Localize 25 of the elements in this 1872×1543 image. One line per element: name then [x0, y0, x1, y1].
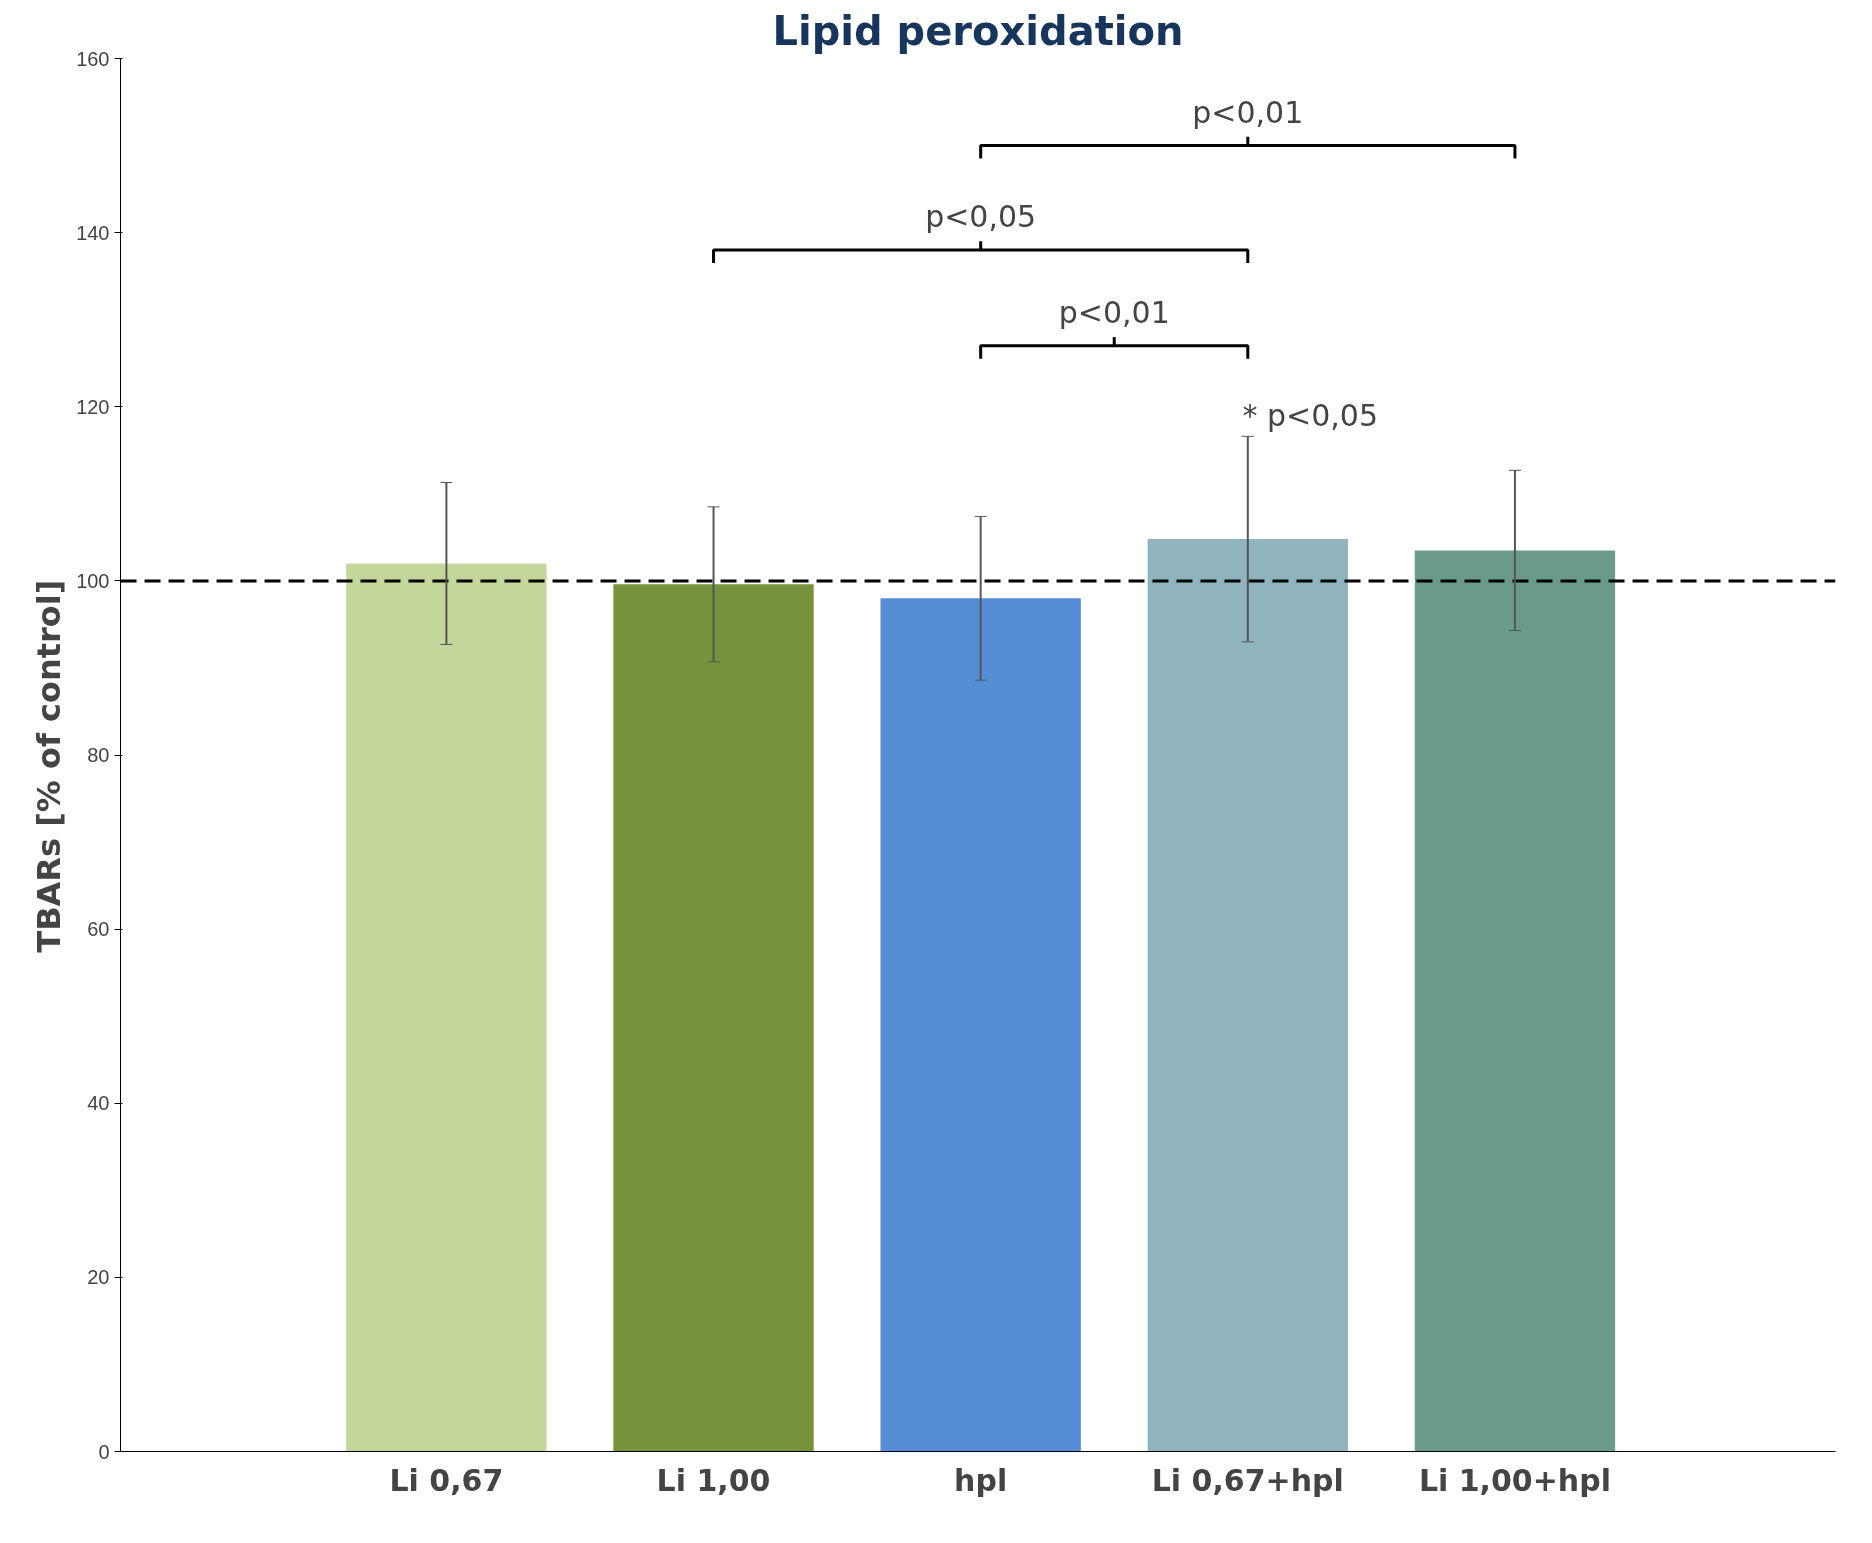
y-tick-label: 20 — [87, 1266, 110, 1289]
y-tick-label: 60 — [87, 918, 110, 941]
bar — [1147, 539, 1348, 1452]
x-tick-label: Li 1,00+hpl — [1418, 1462, 1612, 1498]
x-tick-label: hpl — [954, 1462, 1008, 1498]
y-tick-label: 40 — [87, 1092, 110, 1115]
y-tick-label: 120 — [76, 395, 110, 418]
y-axis-title: TBARs [% of control] — [30, 579, 69, 953]
annotation: p<0,01 — [1058, 295, 1170, 331]
y-tick-label: 0 — [98, 1440, 110, 1463]
x-tick-label: Li 1,00 — [656, 1462, 771, 1498]
annotation: * p<0,05 — [1242, 397, 1378, 433]
annotation: p<0,01 — [1192, 94, 1304, 130]
y-tick-label: 100 — [76, 569, 110, 592]
bar — [613, 584, 814, 1452]
chart-title: Lipid peroxidation — [772, 7, 1184, 54]
bar — [1414, 550, 1616, 1452]
bar — [346, 563, 547, 1452]
y-tick-label: 140 — [76, 221, 110, 244]
annotation: p<0,05 — [925, 199, 1037, 235]
bar — [880, 598, 1081, 1452]
y-tick-label: 160 — [76, 47, 110, 70]
x-tick-label: Li 0,67+hpl — [1151, 1462, 1344, 1498]
x-tick-label: Li 0,67 — [389, 1462, 504, 1498]
y-tick-label: 80 — [87, 744, 110, 766]
